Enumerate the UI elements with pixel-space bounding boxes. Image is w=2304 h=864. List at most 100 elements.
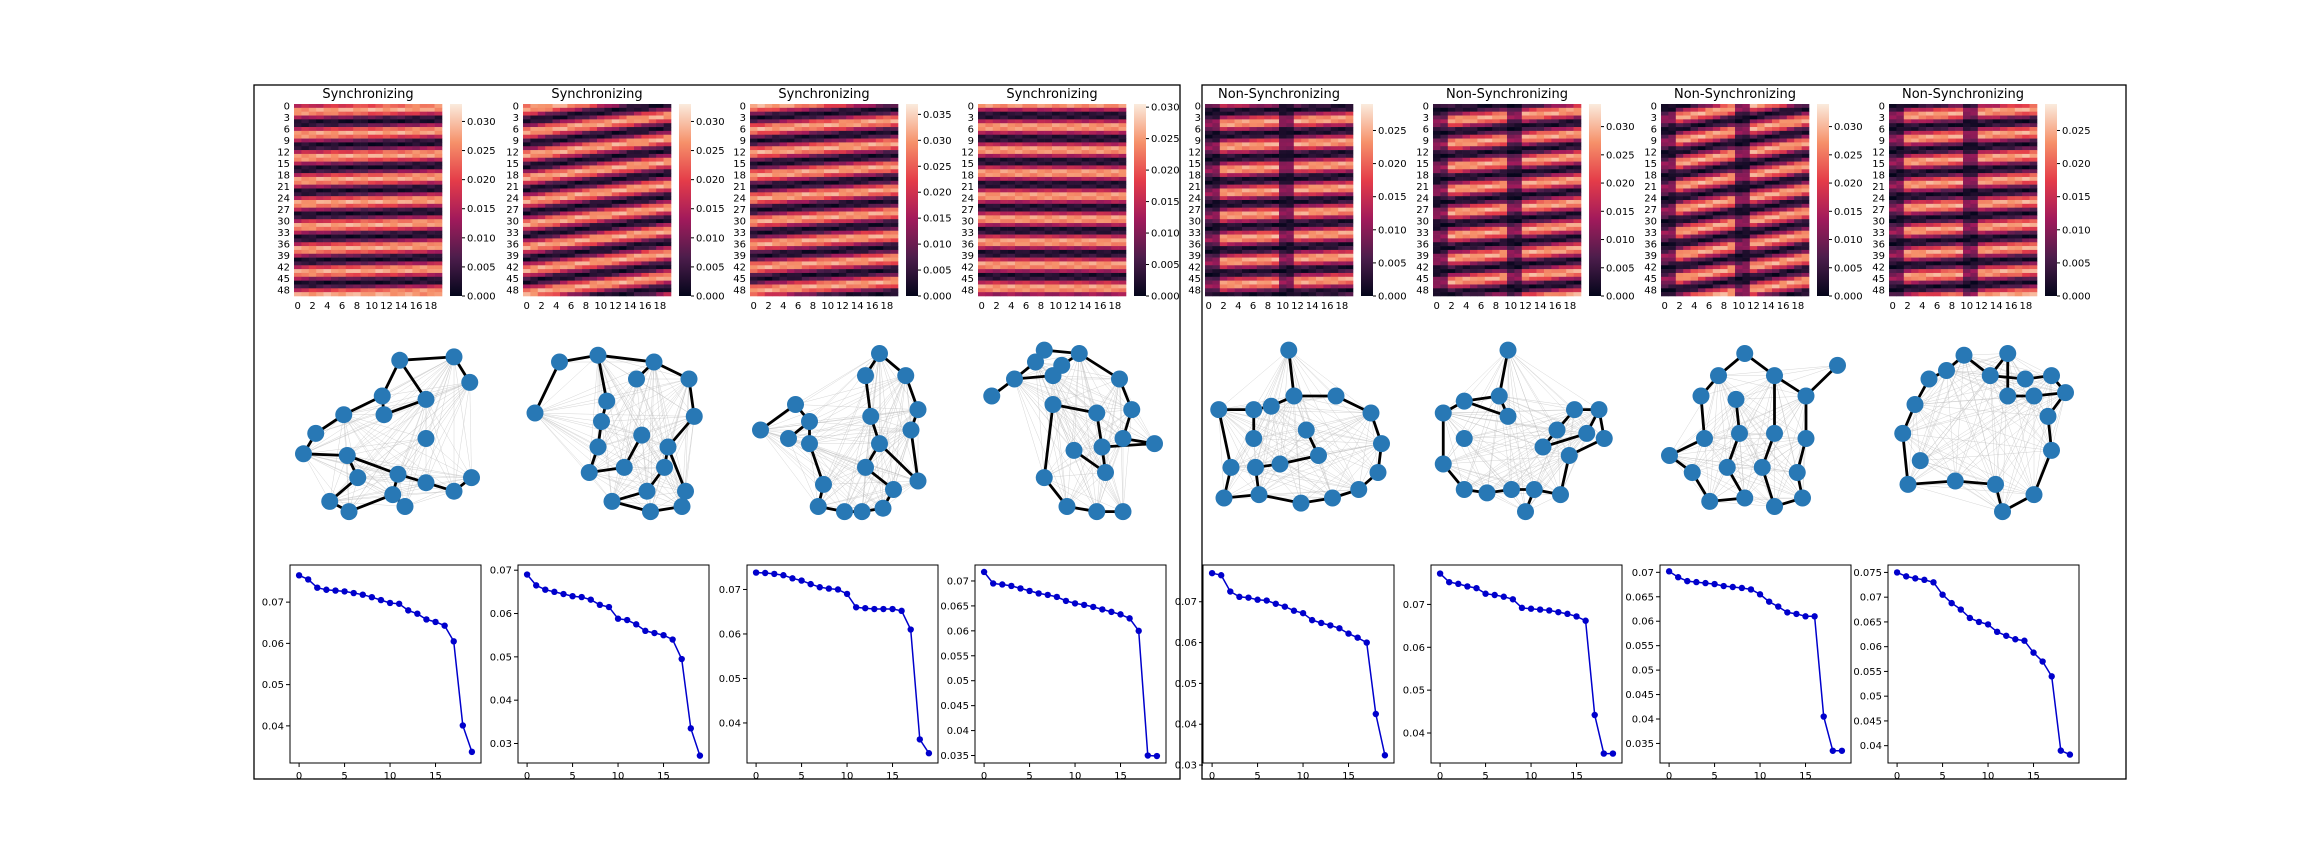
heatmap-cell [794,280,803,285]
heatmap-cell [875,119,884,124]
heatmap-cell [1089,230,1097,235]
heatmap-cell [582,176,590,182]
heatmap-cell [1096,265,1105,270]
heatmap-cell [1345,242,1354,247]
heatmap-cell [308,123,317,128]
heatmap-cell [757,165,766,170]
heatmap-cell [978,284,986,289]
heatmap-cell [1022,150,1031,155]
heatmap-cell [750,253,758,258]
heatmap-cell [1015,184,1023,189]
heatmap-cell [634,169,642,174]
heatmap-cell [1007,192,1016,197]
heatmap-cell [1286,203,1295,208]
heatmap-cell [412,284,421,289]
heatmap-cell [772,265,780,270]
heatmap-cell [1338,242,1346,247]
heatmap-cell [846,123,854,128]
heatmap-cell [390,261,398,266]
heatmap-cell [308,280,317,285]
heatmap-cell [1323,188,1332,193]
heatmap-cell [831,288,840,293]
heatmap-cell [1212,161,1221,166]
heatmap-cell [574,246,583,251]
heatmap-cell [1301,180,1309,185]
heatmap-cell [360,184,369,189]
heatmap-cell [985,246,994,251]
heatmap-cell [838,272,847,278]
heatmap-cell [368,249,376,255]
heatmap-cell [1286,188,1295,193]
heatmap-cell [1089,127,1097,132]
heatmap-cell [1316,200,1324,205]
heatmap-cell [978,184,986,189]
heatmap-cell [853,134,862,139]
heatmap-cell [338,203,347,208]
heatmap-cell [301,169,310,174]
heatmap-cell [308,292,317,297]
heatmap-cell [1096,234,1105,239]
heatmap-cell [809,207,817,212]
heatmap-cell [1000,184,1008,189]
heatmap-cell [626,188,635,193]
heatmap-cell [846,107,854,112]
heatmap-cell [1007,146,1016,151]
heatmap-cell [992,169,1001,174]
heatmap-cell [779,246,788,251]
heatmap-cell [1066,107,1075,112]
heatmap-cell [985,138,994,143]
heatmap-cell [1286,107,1295,112]
heatmap-cell [641,207,650,212]
heatmap-cell [552,284,561,289]
heatmap-cell [1264,157,1272,162]
heatmap-cell [331,261,339,266]
heatmap-cell [809,107,817,112]
heatmap-cell [552,226,561,232]
heatmap-ytick: 18 [506,171,519,182]
heatmap-cell [656,207,664,212]
heatmap-cell [890,176,899,182]
heatmap-cell [978,165,986,170]
heatmap-cell [537,284,546,289]
heatmap-cell [1219,203,1228,208]
heatmap-cell [1052,265,1060,270]
heatmap-cell [853,215,862,220]
heatmap-cell [1015,207,1023,212]
heatmap-cell [985,184,994,189]
heatmap-cell [1059,134,1068,139]
heatmap-cell [1044,115,1053,120]
heatmap-cell [419,284,428,289]
heatmap-cell [1205,142,1213,147]
colorbar-tick: 0.010 [696,233,725,244]
heatmap-cell [824,207,832,212]
heatmap-cell [545,150,553,155]
heatmap-cell [294,223,302,228]
heatmap-cell [992,276,1001,281]
heatmap-cell [750,234,758,239]
heatmap-cell [1000,138,1008,143]
heatmap-cell [1037,176,1045,182]
heatmap-cell [663,107,672,112]
heatmap-cell [530,200,539,205]
heatmap-cell [656,253,664,258]
heatmap-cell [589,276,598,281]
heatmap-cell [338,157,347,162]
heatmap-cell [764,169,773,174]
heatmap-cell [861,230,869,235]
heatmap-cell [641,292,650,297]
heatmap-cell [419,257,428,262]
heatmap-cell [816,219,825,224]
heatmap-cell [757,219,766,224]
heatmap-cell [656,242,664,247]
heatmap-cell [1074,123,1082,128]
heatmap-cell [626,134,635,139]
heatmap-cell [545,176,553,182]
heatmap-cell [375,173,384,178]
heatmap-cell [764,123,773,128]
heatmap-cell [787,238,795,243]
heatmap-cell [301,123,310,128]
heatmap-cell [824,123,832,128]
heatmap-cell [750,150,758,155]
heatmap-cell [530,238,539,243]
heatmap-cell [434,261,443,266]
